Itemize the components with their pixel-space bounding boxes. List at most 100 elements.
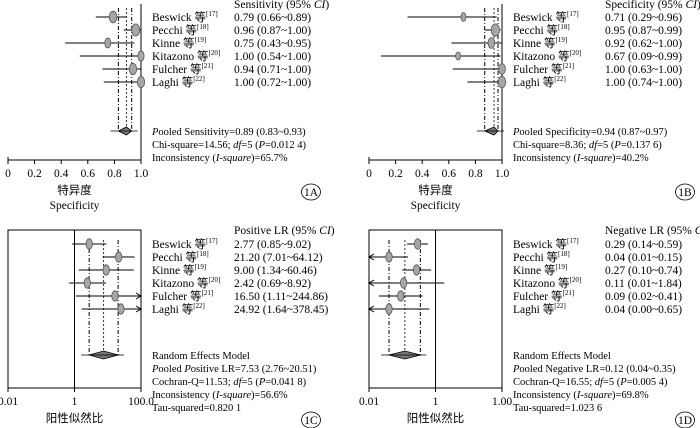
summary-line: Pooled Negative LR=0.12 (0.04~0.35) (512, 364, 676, 375)
study-name: Fulcher 等[21] (152, 289, 213, 303)
study-point (397, 290, 405, 302)
study-ci-text: 16.50 (1.11~244.86) (234, 291, 328, 303)
x-tick-label: 0 (5, 168, 11, 180)
study-name: Pecchi 等[18] (152, 23, 209, 37)
study-point (455, 51, 462, 61)
summary-line: Pooled Specificity=0.94 (0.87~0.97) (512, 127, 668, 138)
study-name: Kitazono 等[20] (513, 49, 581, 63)
summary-line: Inconsistency (I-square)=40.2% (513, 153, 649, 164)
study-point (490, 23, 500, 37)
study-ci-text: 0.95 (0.87~0.99) (605, 25, 682, 37)
study-ci-arrow-right (135, 292, 142, 300)
x-axis-label-cn: 特异度 (57, 183, 92, 197)
study-name: Beswick 等[17] (513, 237, 579, 251)
study-name: Beswick 等[17] (152, 10, 218, 24)
x-tick-label: 1 (433, 396, 439, 408)
study-name: Kitazono 等[20] (152, 276, 220, 290)
study-name: Kinne 等[19] (152, 263, 206, 277)
study-ci-text: 0.92 (0.62~1.00) (605, 38, 682, 50)
study-name: Laghi 等[22] (513, 75, 566, 89)
study-ci-text: 0.79 (0.66~0.89) (234, 12, 311, 24)
study-name: Fulcher 等[21] (513, 62, 574, 76)
panel-tag-label: 1D (678, 415, 692, 427)
study-point (137, 50, 145, 62)
study-name: Kinne 等[19] (152, 36, 206, 50)
x-axis-label-cn: 阳性似然比 (407, 411, 465, 425)
study-ci-arrow-right (135, 305, 142, 313)
study-ci-text: 0.27 (0.10~0.74) (605, 265, 682, 277)
summary-line: Cochran-Q=11.53; df=5 (P=0.041 8) (152, 377, 307, 388)
study-ci-text: 24.92 (1.64~378.45) (234, 304, 329, 316)
study-name: Beswick 等[17] (152, 237, 218, 251)
panel-tag-circle (675, 183, 695, 201)
summary-line: Cochran-Q=16.55; df=5 (P=0.005 4) (513, 377, 668, 388)
study-point (115, 251, 123, 263)
study-point (131, 23, 141, 37)
study-point (136, 75, 146, 89)
column-header: Negative LR (95% CI) (605, 225, 700, 237)
study-ci-text: 1.00 (0.54~1.00) (234, 51, 311, 63)
x-tick-label: 100.0 (128, 396, 154, 408)
study-ci-arrow-left (368, 279, 375, 287)
study-name: Beswick 等[17] (513, 10, 579, 24)
summary-line: Chi-square=14.56; df=5 (P=0.012 4) (152, 140, 306, 151)
study-point (108, 10, 118, 24)
summary-line: Tau-squared=1.023 6 (513, 403, 602, 414)
study-ci-text: 21.20 (7.01~64.12) (234, 252, 323, 264)
study-point (487, 37, 496, 49)
x-tick-label: 0.01 (0, 396, 18, 408)
study-name: Kitazono 等[20] (513, 276, 581, 290)
study-name: Pecchi 等[18] (513, 23, 570, 37)
x-tick-label: 0.8 (107, 168, 122, 180)
study-point (102, 264, 110, 276)
forest-panel-1A: 0 0.2 0.4 0.6 0.8 1.0 Beswick 等[17] 0.79 (0.66~… (5, 0, 329, 212)
study-point (128, 62, 138, 76)
study-point (85, 238, 93, 250)
study-ci-arrow-left (368, 305, 375, 313)
x-tick-label: 0.6 (442, 168, 457, 180)
panel-tag-circle (301, 183, 321, 201)
x-axis-label-en: Specificity (50, 200, 100, 212)
study-ci-text: 1.00 (0.63~1.00) (605, 64, 682, 76)
panel-tag-label: 1B (678, 187, 692, 199)
study-ci-text: 9.00 (1.34~60.46) (234, 265, 317, 277)
study-ci-text: 1.00 (0.74~1.00) (605, 77, 682, 89)
study-name: Laghi 等[22] (152, 302, 205, 316)
x-tick-label: 0.6 (81, 168, 96, 180)
study-point (400, 277, 408, 289)
x-tick-label: 0.2 (388, 168, 403, 180)
x-tick-label: 1 (72, 396, 78, 408)
x-tick-label: 0.4 (54, 168, 69, 180)
study-ci-text: 2.77 (0.85~9.02) (234, 239, 311, 251)
study-ci-text: 0.29 (0.14~0.59) (605, 239, 682, 251)
panel-tag-circle (301, 411, 321, 428)
study-point (385, 303, 393, 315)
study-ci-text: 1.00 (0.72~1.00) (234, 77, 311, 89)
x-tick-label: 0.01 (359, 396, 379, 408)
study-point (498, 63, 506, 75)
study-point (414, 238, 422, 250)
x-axis-label-en: Specificity (411, 200, 461, 212)
study-point (111, 290, 119, 302)
study-name: Pecchi 等[18] (152, 250, 209, 264)
study-point (385, 251, 393, 263)
x-tick-label: 1.0 (134, 168, 149, 180)
summary-line: Inconsistency (I-square)=56.6% (152, 390, 288, 401)
study-ci-text: 0.67 (0.09~0.99) (605, 51, 682, 63)
panel-tag-label: 1A (304, 187, 319, 199)
x-tick-label: 0.2 (27, 168, 42, 180)
study-name: Kinne 等[19] (513, 36, 567, 50)
column-header: Positive LR (95% CI) (234, 225, 335, 237)
study-ci-arrow-left (368, 253, 375, 261)
study-ci-text: 2.42 (0.69~8.92) (234, 278, 311, 290)
panel-tag-circle (675, 411, 695, 428)
x-tick-label: 0.4 (415, 168, 430, 180)
study-point (117, 303, 125, 315)
study-point (104, 37, 112, 49)
study-ci-text: 0.04 (0.01~0.15) (605, 252, 682, 264)
forest-panel-1D: 0.01 1 1.00 Beswick 等[17] 0.29 (0.14~0.59) Pe… (359, 225, 700, 428)
panel-tag-label: 1C (304, 415, 318, 427)
forest-panel-1C: 0.01 1 100.0 Beswick 等[17] 2.77 (0.85~9.02) P… (0, 225, 335, 428)
summary-line: Pooled Positive LR=7.53 (2.76~20.51) (151, 364, 317, 375)
